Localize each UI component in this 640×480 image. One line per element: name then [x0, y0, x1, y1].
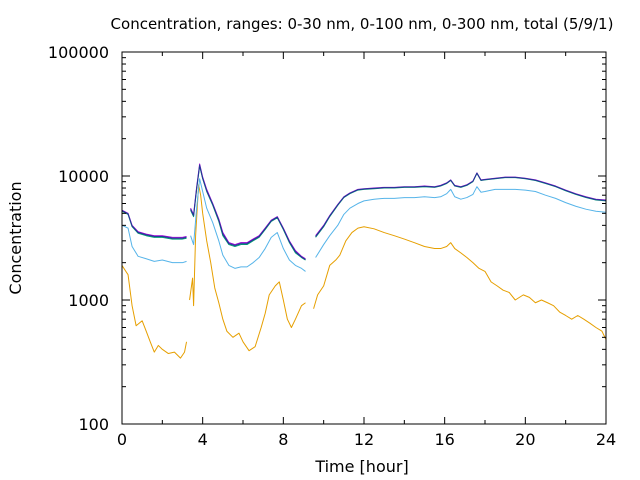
x-tick-label: 20 [515, 430, 535, 449]
y-tick-label: 1000 [68, 291, 109, 310]
x-tick-label: 0 [117, 430, 127, 449]
x-tick-label: 24 [596, 430, 616, 449]
series-line-2 [121, 178, 607, 272]
y-tick-label: 10000 [58, 167, 109, 186]
x-tick-label: 8 [278, 430, 288, 449]
y-axis-label: Concentration [6, 181, 25, 294]
series-line-5 [121, 164, 607, 260]
ticks-layer: 0 4 8 12 16 20 24 100 1000 10000 100000 [48, 43, 616, 449]
x-tick-label: 4 [198, 430, 208, 449]
x-tick-label: 12 [354, 430, 374, 449]
x-axis-label: Time [hour] [314, 457, 408, 476]
y-tick-label: 100 [78, 415, 109, 434]
series-line-1 [121, 184, 607, 359]
chart-title: Concentration, ranges: 0-30 nm, 0-100 nm… [111, 15, 614, 33]
y-tick-label: 100000 [48, 43, 109, 62]
series-layer [121, 163, 607, 359]
x-tick-label: 16 [434, 430, 454, 449]
